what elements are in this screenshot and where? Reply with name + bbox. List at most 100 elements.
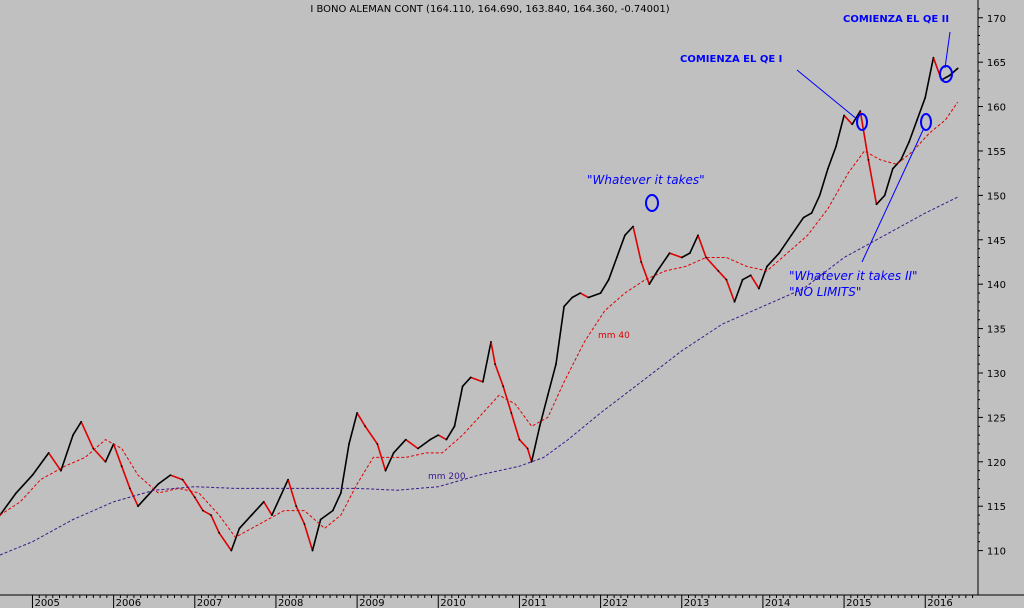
price-segment (295, 505, 306, 525)
price-point (15, 492, 18, 494)
y-tick-label: 155 (987, 147, 1006, 158)
price-segment (725, 279, 736, 303)
price-segment (170, 474, 183, 481)
price-segment (15, 474, 34, 494)
price-point (72, 434, 74, 436)
price-point (843, 114, 845, 117)
price-segment (320, 509, 334, 521)
price-point (453, 425, 456, 428)
price-point (717, 270, 720, 272)
highlight-qe2 (939, 65, 953, 83)
price-point (356, 412, 358, 414)
price-segment (818, 168, 829, 196)
price-segment (697, 235, 707, 258)
price-point (238, 527, 241, 530)
price-segment (104, 443, 115, 463)
price-segment (563, 296, 573, 307)
annotation-whatever-it-takes-2: "Whatever it takes II" (789, 269, 918, 283)
chart-title: I BONO ALEMAN CONT (164.110, 164.690, 16… (310, 4, 669, 15)
price-point (908, 141, 910, 144)
price-point (202, 509, 204, 512)
price-point (445, 438, 448, 441)
price-segment (340, 443, 350, 494)
price-point (802, 216, 805, 219)
price-segment (470, 376, 484, 383)
price-segment (526, 448, 533, 463)
annotation-whatever-it-takes: "Whatever it takes" (587, 173, 705, 187)
x-tick-label: 2009 (359, 598, 384, 608)
y-tick-label: 125 (987, 413, 1006, 424)
price-point (640, 261, 643, 263)
price-segment (924, 57, 935, 98)
price-segment (669, 252, 683, 259)
price-point (599, 292, 602, 294)
price-point (900, 159, 902, 161)
price-point (482, 381, 484, 383)
price-point (632, 225, 634, 228)
price-segment (616, 235, 626, 258)
annotation-no-limits: "NO LIMITS" (789, 285, 861, 299)
highlight-qe1 (856, 113, 868, 131)
price-segment (157, 474, 171, 485)
price-point (615, 256, 618, 259)
price-segment (80, 421, 95, 449)
price-point (250, 514, 253, 516)
price-point (749, 274, 752, 277)
price-segment (843, 114, 853, 125)
annotation-qe1: COMIENZA EL QE I (680, 54, 782, 65)
price-point (120, 465, 123, 468)
price-segment (48, 452, 62, 472)
price-segment (356, 412, 366, 427)
price-point (417, 447, 419, 450)
price-segment (908, 119, 918, 143)
price-point (932, 56, 935, 59)
price-point (490, 341, 492, 343)
price-segment (571, 292, 581, 299)
price-point (104, 460, 107, 463)
price-point (924, 96, 927, 99)
price-point (725, 278, 728, 281)
ma40-label: mm 40 (598, 331, 630, 341)
price-point (319, 518, 322, 521)
price-point (656, 270, 659, 272)
price-segment (348, 412, 358, 445)
ma200-label: mm 200 (428, 472, 466, 482)
x-tick-label: 2016 (927, 598, 952, 608)
price-point (867, 159, 870, 161)
price-segment (137, 496, 147, 507)
y-tick-label: 120 (987, 458, 1006, 469)
price-segment (599, 279, 610, 294)
price-point (587, 296, 590, 299)
highlight-whatever-it-takes (645, 194, 659, 212)
price-segment (462, 376, 472, 387)
price-segment (251, 501, 265, 516)
price-point (157, 483, 160, 485)
price-point (697, 234, 699, 237)
price-segment (230, 528, 241, 551)
price-segment (405, 438, 419, 450)
price-point (705, 256, 707, 259)
price-point (169, 474, 172, 476)
price-point (875, 203, 878, 206)
price-segment (810, 195, 821, 214)
x-tick-label: 2006 (116, 598, 141, 608)
price-segment (530, 426, 541, 462)
price-point (279, 496, 281, 499)
price-point (494, 363, 496, 365)
price-point (689, 252, 691, 255)
price-point (607, 278, 610, 281)
price-segment (624, 225, 634, 236)
price-point (851, 123, 854, 126)
price-point (835, 145, 837, 148)
price-point (437, 434, 440, 436)
price-point (733, 301, 736, 303)
price-point (429, 438, 432, 441)
price-segment (538, 394, 549, 427)
y-tick-label: 140 (987, 280, 1006, 291)
price-point (469, 376, 472, 379)
price-point (956, 67, 959, 70)
price-point (624, 234, 626, 237)
x-tick-label: 2008 (278, 598, 303, 608)
price-point (404, 438, 407, 441)
price-segment (681, 252, 691, 259)
